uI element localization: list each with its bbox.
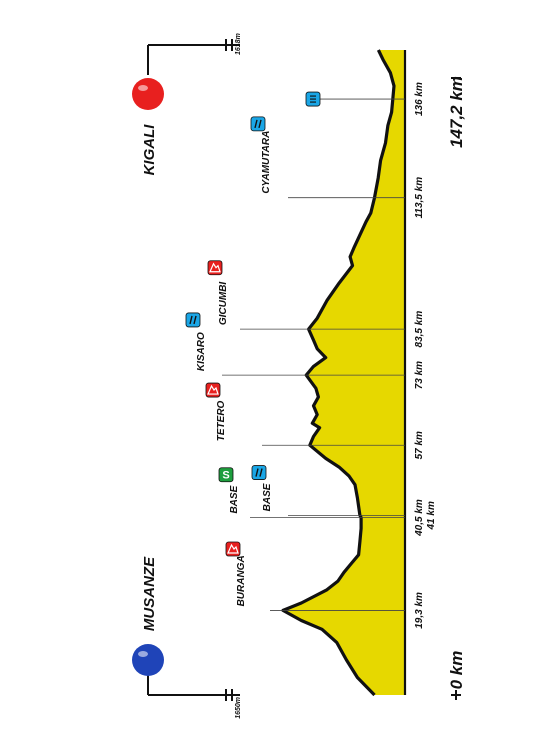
waypoint-km-label: 83,5 km xyxy=(414,311,425,348)
waypoint-kisaro-4: KISARO 73 km xyxy=(185,312,425,389)
start-city-label: MUSANZE xyxy=(141,556,158,631)
start-marker: MUSANZE xyxy=(132,556,164,676)
finish-line-glyph xyxy=(310,95,316,103)
cities-layer: MUSANZE KIGALI xyxy=(132,78,164,676)
feed-glyph xyxy=(189,315,197,325)
waypoint-gicumbi-5: GICUMBI 83,5 km xyxy=(207,260,425,348)
mountain-icon xyxy=(205,382,221,398)
waypoint-km-label: 73 km xyxy=(414,361,425,389)
start-distance-label: 0 km xyxy=(447,651,466,690)
waypoint-name-label: BURANGA xyxy=(236,555,247,606)
waypoint-name-label: TETERO xyxy=(216,400,227,441)
waypoint-km-label: 113,5 km xyxy=(414,177,425,219)
mountain-icon xyxy=(225,541,241,557)
waypoint-name-label: BASE xyxy=(262,483,273,511)
total-distance-label: 147,2 km xyxy=(447,76,466,148)
start-dot-icon xyxy=(132,644,164,676)
sprint-s-icon xyxy=(218,467,234,483)
waypoint-cyamutara-6: CYAMUTARA 113,5 km xyxy=(250,116,425,219)
waypoint-km-label: 57 km xyxy=(414,431,425,459)
waypoint-name-label: KISARO xyxy=(196,332,207,371)
waypoint-tetero-3: TETERO 57 km xyxy=(205,382,425,459)
sprint-glyph: S xyxy=(222,470,229,482)
finish-marker: KIGALI xyxy=(132,78,164,175)
mountain-glyph xyxy=(207,384,219,395)
mountain-glyph xyxy=(209,262,221,273)
waypoint-km-label: 40,5 km xyxy=(414,499,425,537)
feed-glyph xyxy=(254,119,262,129)
waypoint-base-2: BASE 41 km xyxy=(251,465,437,531)
feed-zone-icon xyxy=(250,116,266,132)
waypoint-km-136-7: 136 km xyxy=(305,82,425,116)
finish-dot-highlight xyxy=(138,85,148,91)
feed-glyph xyxy=(255,468,263,477)
finish-city-label: KIGALI xyxy=(141,124,158,176)
waypoint-buranga-0: BURANGA 19,3 km xyxy=(225,541,425,629)
mountain-icon xyxy=(207,260,223,276)
feed-zone-icon xyxy=(251,465,267,480)
profile-line xyxy=(281,49,396,697)
mountain-glyph xyxy=(227,543,239,554)
waypoint-km-label: 41 km xyxy=(426,501,437,530)
start-altitude-label: 1650m xyxy=(235,697,242,719)
profile-area xyxy=(283,50,405,695)
axis-layer: 0 km 147,2 km 1650m 1618m xyxy=(147,33,466,719)
start-dot-highlight xyxy=(138,651,148,657)
waypoint-name-label: GICUMBI xyxy=(218,282,229,326)
waypoint-name-label: BASE xyxy=(229,485,240,513)
finish-dot-icon xyxy=(132,78,164,110)
waypoint-name-label: CYAMUTARA xyxy=(261,131,272,194)
feed-zone-icon xyxy=(185,312,201,328)
finish-altitude-label: 1618m xyxy=(235,33,242,55)
waypoint-km-label: 19,3 km xyxy=(414,592,425,629)
profile-layer xyxy=(281,49,407,697)
waypoint-km-label: 136 km xyxy=(414,82,425,116)
